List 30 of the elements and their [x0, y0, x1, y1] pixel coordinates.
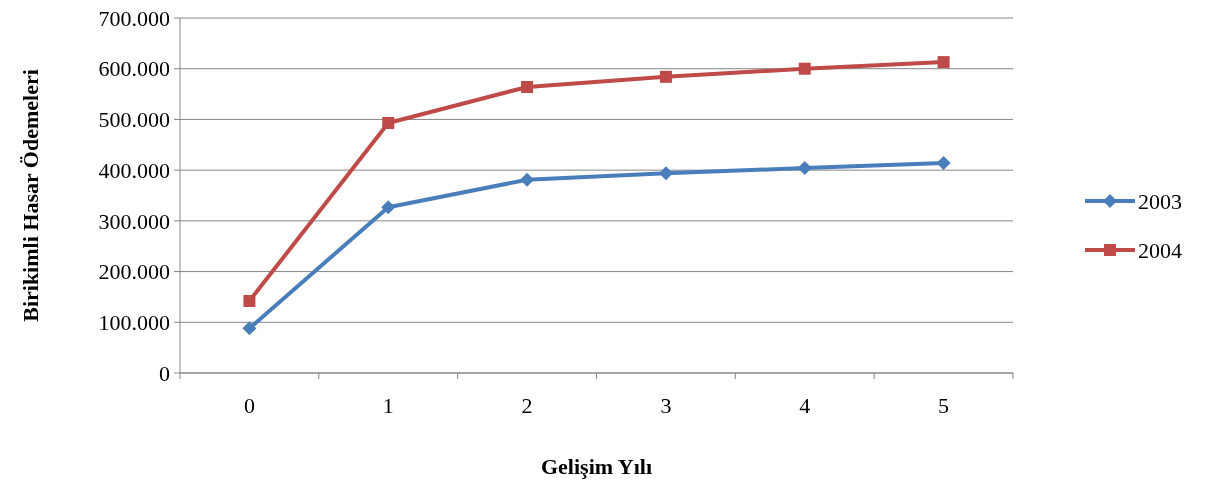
x-tick-label: 5	[938, 393, 950, 418]
y-tick-label: 200.000	[98, 259, 170, 285]
y-tick-label: 600.000	[98, 56, 170, 82]
x-tick-label: 4	[799, 393, 811, 418]
point	[937, 56, 950, 69]
y-tick-label: 400.000	[98, 157, 170, 183]
y-tick-label: 0	[159, 360, 170, 386]
x-tick-label: 1	[382, 393, 394, 418]
point	[243, 294, 256, 307]
point	[242, 321, 257, 336]
y-axis-title: Birikimli Hasar Ödemeleri	[18, 69, 43, 322]
point	[797, 161, 812, 176]
legend-label: 2004	[1138, 237, 1182, 263]
y-tick-label: 700.000	[98, 5, 170, 31]
point	[521, 80, 534, 93]
point	[798, 62, 811, 75]
point	[381, 200, 396, 215]
y-tick-label: 100.000	[98, 309, 170, 335]
x-axis-title: Gelişim Yılı	[540, 454, 653, 479]
legend-label: 2003	[1138, 188, 1182, 214]
point	[659, 70, 672, 83]
y-tick-label: 300.000	[98, 208, 170, 234]
point	[658, 166, 673, 181]
x-tick-label: 2	[521, 393, 533, 418]
y-tick-label: 500.000	[98, 107, 170, 133]
x-tick-label: 0	[243, 393, 255, 418]
point	[520, 172, 535, 187]
x-tick-label: 3	[660, 393, 672, 418]
point	[382, 116, 395, 129]
point	[936, 156, 951, 171]
